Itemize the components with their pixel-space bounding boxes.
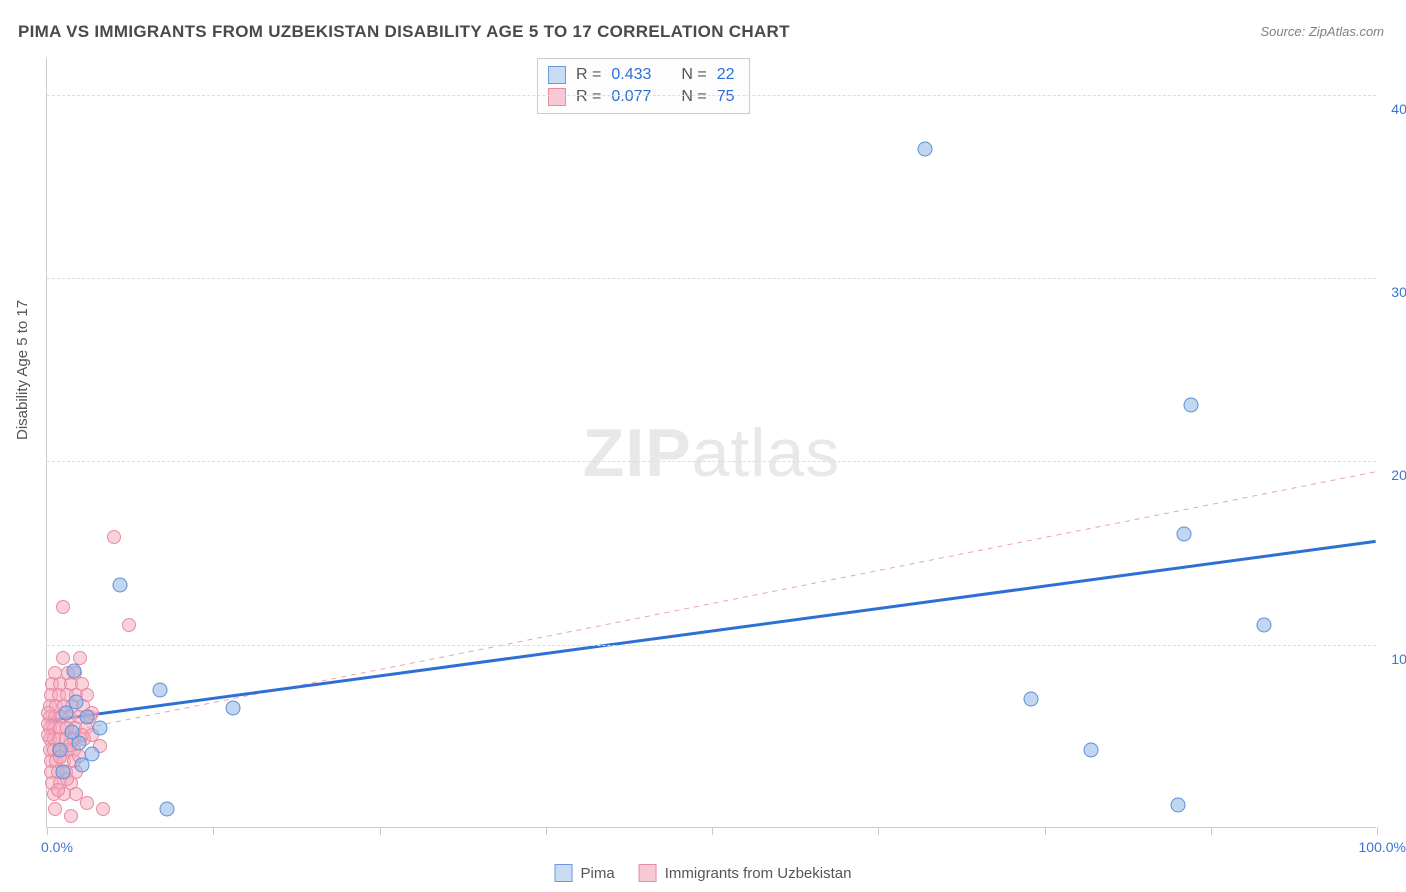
data-point bbox=[55, 765, 70, 780]
swatch-blue-icon bbox=[548, 66, 566, 84]
source-attribution: Source: ZipAtlas.com bbox=[1260, 24, 1384, 39]
data-point bbox=[153, 682, 168, 697]
data-point bbox=[1170, 798, 1185, 813]
gridline-horizontal bbox=[47, 278, 1376, 279]
y-tick-label: 40.0% bbox=[1391, 101, 1406, 117]
y-tick-label: 10.0% bbox=[1391, 651, 1406, 667]
data-point bbox=[56, 600, 70, 614]
r-label: R = bbox=[576, 66, 601, 84]
data-point bbox=[1256, 618, 1271, 633]
data-point bbox=[1183, 398, 1198, 413]
data-point bbox=[79, 710, 94, 725]
gridline-horizontal bbox=[47, 645, 1376, 646]
watermark-bold: ZIP bbox=[583, 415, 692, 491]
n-value: 75 bbox=[717, 88, 735, 106]
chart-title: PIMA VS IMMIGRANTS FROM UZBEKISTAN DISAB… bbox=[18, 22, 790, 42]
data-point bbox=[917, 141, 932, 156]
legend-item-uzbekistan: Immigrants from Uzbekistan bbox=[639, 864, 852, 882]
scatter-plot-area: ZIPatlas R = 0.433 N = 22 R = 0.077 N = … bbox=[46, 58, 1376, 828]
data-point bbox=[56, 651, 70, 665]
swatch-pink-icon bbox=[548, 88, 566, 106]
data-point bbox=[1177, 526, 1192, 541]
swatch-blue-icon bbox=[555, 864, 573, 882]
x-tick bbox=[546, 827, 547, 835]
data-point bbox=[66, 664, 81, 679]
data-point bbox=[53, 743, 68, 758]
x-tick bbox=[712, 827, 713, 835]
stats-row-uzbekistan: R = 0.077 N = 75 bbox=[548, 86, 735, 108]
y-tick-label: 30.0% bbox=[1391, 284, 1406, 300]
r-value: 0.433 bbox=[611, 66, 651, 84]
watermark-light: atlas bbox=[692, 415, 841, 491]
r-value: 0.077 bbox=[611, 88, 651, 106]
stats-row-pima: R = 0.433 N = 22 bbox=[548, 64, 735, 86]
data-point bbox=[107, 530, 121, 544]
n-label: N = bbox=[681, 88, 706, 106]
n-value: 22 bbox=[717, 66, 735, 84]
legend-label: Immigrants from Uzbekistan bbox=[665, 865, 852, 882]
x-tick-label: 100.0% bbox=[1359, 839, 1406, 855]
gridline-horizontal bbox=[47, 461, 1376, 462]
x-tick bbox=[47, 827, 48, 835]
data-point bbox=[85, 746, 100, 761]
trend-lines bbox=[47, 58, 1376, 827]
data-point bbox=[80, 796, 94, 810]
data-point bbox=[113, 578, 128, 593]
x-tick bbox=[213, 827, 214, 835]
data-point bbox=[1084, 743, 1099, 758]
data-point bbox=[96, 802, 110, 816]
y-tick-label: 20.0% bbox=[1391, 467, 1406, 483]
x-tick bbox=[1211, 827, 1212, 835]
data-point bbox=[93, 721, 108, 736]
legend-label: Pima bbox=[581, 865, 615, 882]
data-point bbox=[226, 700, 241, 715]
legend-item-pima: Pima bbox=[555, 864, 615, 882]
data-point bbox=[64, 809, 78, 823]
y-axis-label: Disability Age 5 to 17 bbox=[14, 300, 31, 440]
data-point bbox=[122, 618, 136, 632]
swatch-pink-icon bbox=[639, 864, 657, 882]
bottom-legend: Pima Immigrants from Uzbekistan bbox=[555, 864, 852, 882]
n-label: N = bbox=[681, 66, 706, 84]
gridline-horizontal bbox=[47, 95, 1376, 96]
r-label: R = bbox=[576, 88, 601, 106]
correlation-stats-box: R = 0.433 N = 22 R = 0.077 N = 75 bbox=[537, 58, 750, 114]
data-point bbox=[1024, 691, 1039, 706]
x-tick-label: 0.0% bbox=[41, 839, 73, 855]
data-point bbox=[41, 706, 55, 720]
data-point bbox=[69, 695, 84, 710]
data-point bbox=[65, 724, 80, 739]
x-tick bbox=[878, 827, 879, 835]
x-tick bbox=[1377, 827, 1378, 835]
watermark: ZIPatlas bbox=[583, 414, 840, 492]
data-point bbox=[48, 802, 62, 816]
x-tick bbox=[380, 827, 381, 835]
x-tick bbox=[1045, 827, 1046, 835]
data-point bbox=[159, 801, 174, 816]
